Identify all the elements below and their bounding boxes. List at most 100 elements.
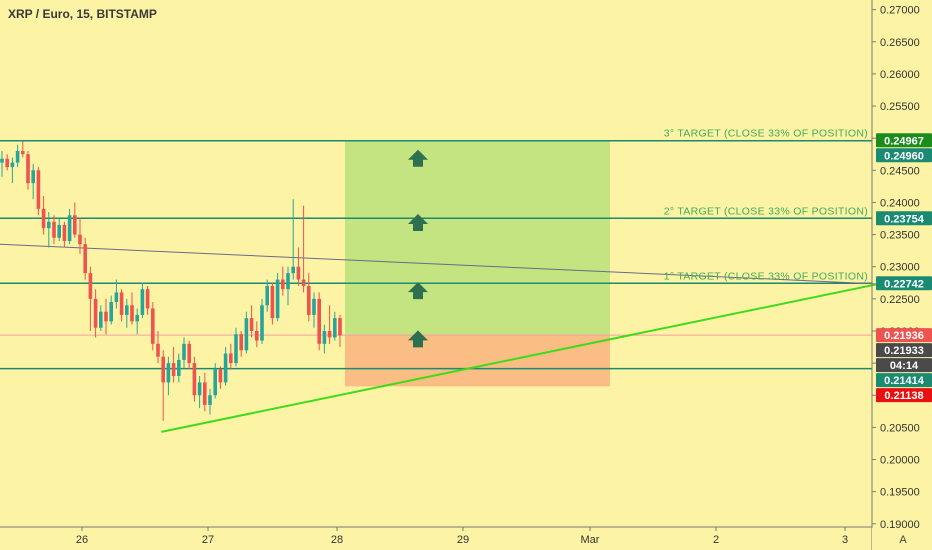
candle-body (234, 334, 238, 364)
candle-body (125, 305, 129, 315)
candle-body (265, 285, 269, 306)
y-tick-label: 0.22500 (880, 294, 920, 306)
candle-body (197, 382, 202, 396)
candle-body (291, 266, 295, 274)
price-tag (876, 388, 932, 403)
y-tick-label: 0.23500 (880, 230, 920, 242)
price-tag-label: 0.23754 (884, 213, 925, 225)
candle-body (223, 353, 228, 383)
price-tag-label: 0.24960 (884, 150, 924, 162)
candle-body (114, 292, 119, 303)
candle-body (213, 369, 217, 396)
candle-body (15, 151, 20, 163)
candle-body (130, 305, 134, 322)
price-tag (876, 133, 932, 148)
y-tick-label: 0.20000 (880, 455, 920, 467)
price-tag (876, 276, 932, 291)
y-tick-label: 0.24500 (880, 165, 920, 177)
target-label: 3° TARGET (CLOSE 33% OF POSITION) (664, 128, 868, 140)
chart-title: XRP / Euro, 15, BITSTAMP (8, 7, 157, 21)
x-tick-label: 29 (457, 534, 469, 546)
candle-body (88, 273, 93, 299)
candle-body (99, 311, 103, 328)
candle-body (78, 234, 82, 245)
resistance-trendline (0, 243, 881, 285)
candle-body (47, 221, 51, 229)
candle-body (151, 308, 155, 344)
support-trendline (161, 282, 882, 433)
candle-body (135, 314, 139, 322)
y-tick-label: 0.23000 (880, 262, 920, 274)
x-tick-label: 3 (842, 534, 848, 546)
price-tag (876, 358, 932, 373)
candle-body (239, 334, 243, 351)
price-tag-label: 0.22742 (884, 278, 924, 290)
candle-body (333, 318, 337, 338)
x-tick-label: 28 (331, 534, 343, 546)
candle-body (119, 292, 124, 315)
candle-body (270, 285, 275, 319)
candle-body (317, 298, 321, 344)
price-tag (876, 328, 932, 343)
y-tick-label: 0.19500 (880, 487, 920, 499)
candle-body (203, 382, 207, 405)
candle-body (109, 302, 113, 322)
y-tick-label: 0.26000 (880, 69, 920, 81)
price-tag (876, 148, 932, 163)
candle-body (57, 224, 61, 238)
candle-body (161, 356, 165, 383)
candle-body (5, 158, 9, 168)
candle-body (52, 221, 56, 238)
price-tag-label: 0.21936 (884, 330, 924, 342)
price-tag-label: 0.24967 (884, 135, 924, 147)
target-label: 2° TARGET (CLOSE 33% OF POSITION) (664, 205, 868, 217)
profit-zone (345, 140, 610, 336)
candle-body (229, 353, 233, 364)
candle-body (244, 318, 249, 351)
candle-body (260, 305, 264, 341)
x-tick-label: 26 (76, 534, 88, 546)
candle-body (182, 343, 186, 360)
y-tick-label: 0.27000 (880, 5, 920, 17)
candle-body (31, 170, 35, 184)
candle-body (0, 158, 4, 163)
y-tick-label: 0.26500 (880, 37, 920, 49)
y-tick-label: 0.19000 (880, 519, 920, 531)
price-tag-label: 0.21138 (884, 390, 923, 402)
auto-scale-button[interactable]: A (899, 534, 907, 546)
up-arrow-icon (408, 214, 428, 232)
candle-body (192, 363, 197, 396)
price-tag-label: 04:14 (890, 360, 919, 372)
price-tag-label: 0.21414 (884, 375, 925, 387)
candle-body (171, 363, 176, 376)
candle-body (208, 395, 212, 405)
up-arrow-icon (408, 149, 428, 167)
candle-body (67, 215, 72, 242)
candle-body (140, 289, 145, 315)
candle-body (21, 151, 25, 155)
target-label: 1° TARGET (CLOSE 33% OF POSITION) (664, 270, 868, 282)
candle-body (73, 215, 77, 235)
candle-body (275, 279, 280, 319)
auto-scale-area (872, 528, 932, 550)
up-arrow-icon (408, 282, 428, 300)
candle-body (249, 318, 254, 331)
candle-body (26, 154, 30, 184)
candle-body (36, 170, 41, 209)
candle-body (187, 343, 191, 364)
x-tick-label: 27 (202, 534, 214, 546)
price-tag-label: 0.21933 (884, 345, 924, 357)
candle-body (41, 208, 46, 229)
candle-body (322, 330, 327, 344)
candle-body (286, 273, 290, 290)
price-tag (876, 211, 932, 226)
x-tick-label: Mar (581, 534, 600, 546)
candle-body (145, 289, 150, 309)
candle-body (296, 266, 301, 280)
x-tick-label: 2 (713, 534, 719, 546)
loss-zone (345, 335, 610, 387)
candle-body (93, 298, 98, 328)
candle-body (255, 330, 259, 341)
